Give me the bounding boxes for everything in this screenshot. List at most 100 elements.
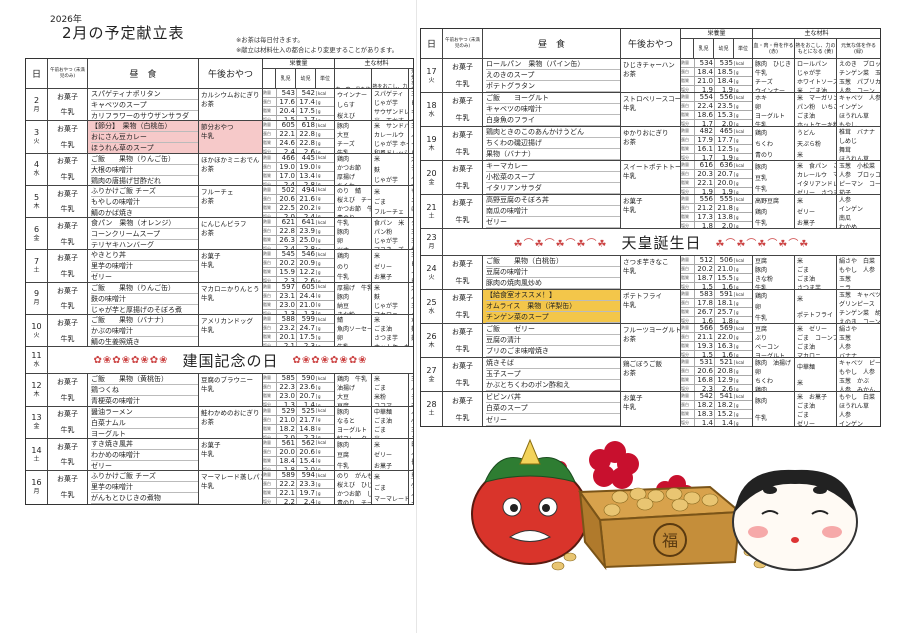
afternoon-snack-item: スイートポテトトースト — [623, 163, 681, 171]
morning-snack-item: お菓子 — [452, 97, 473, 106]
ingredients-red-cell: のり がんも 牛乳桜えび ひじきかつお節 しらす青のり チーズ — [335, 471, 372, 504]
lunch-item: ご飯 果物（黄桃缶） — [91, 374, 198, 386]
lunch-cell: ご飯 果物（りんご缶）大根の味噌汁鶏肉の唐揚げ甘酢だれチンゲン菜のおかか和え — [88, 153, 199, 185]
nutrition-line: 塩分 1.8 2.0 g — [263, 465, 334, 471]
toddler-value: 1.6 — [714, 283, 734, 289]
ingredient-item: 桜えび チーズ — [337, 196, 371, 204]
nutrient-unit: g — [734, 402, 752, 408]
nutrition-line: 脂質 22.1 19.7 g — [263, 489, 334, 499]
ingredient-item: ごま油 — [797, 403, 816, 410]
ingredient-item: 玉葱 ほうれん草 — [411, 121, 413, 130]
nutrient-label: 熱量 — [681, 128, 689, 133]
nutrient-unit: kcal — [734, 94, 752, 100]
morning-snack-item: お菓子 — [452, 260, 473, 269]
ingredients-yellow-cell: 中華麺ごま油ごま米 — [372, 406, 409, 438]
nutrition-line: 熱量 588 599 kcal — [263, 315, 334, 325]
nutrient-label: 塩分 — [681, 189, 689, 194]
header-ingredients-sub: 血・肉・骨を作る (赤)熱をおこし、力のもとになる (黄)元気な体を作る (緑) — [335, 69, 413, 88]
nutrition-cell: 熱量 512 506 kcal 蛋白 20.2 21.0 g 脂質 18.7 15.5 g 塩分 1.5 1… — [681, 256, 753, 289]
ingredient-item: ツナ — [337, 245, 371, 249]
ingredient-item: 食パン 米 — [374, 220, 405, 228]
notes: ※お茶は毎日付きます。 ※献立は材料仕入の都合により変更することがあります。 — [236, 36, 398, 56]
morning-snack-item: 牛乳 — [455, 181, 470, 190]
ingredient-item: ごま油 — [797, 113, 816, 120]
nutrient-unit: g — [316, 237, 334, 243]
ingredient-item: 米 — [374, 474, 381, 482]
ingredient-item: イタリアンドレッシング — [797, 181, 836, 188]
toddler-value: 591 — [714, 290, 734, 298]
flower-decoration-icon: ✿❀✿❀✿❀✿❀ — [292, 354, 368, 366]
nutrient-label: 塩分 — [263, 213, 271, 218]
lunch-item: ゼリー — [486, 217, 620, 228]
morning-snack-cell: お菓子 牛乳 — [48, 438, 88, 471]
nutrient-label: 脂質 — [263, 204, 271, 210]
ingredients-green-cell: もやしニラほうれん草人参 — [409, 186, 413, 217]
ingredient-item: ベーコン — [755, 344, 780, 351]
infant-value: 589 — [276, 471, 296, 480]
ingredient-item: 刻み昆布 — [411, 333, 413, 342]
morning-snack-item: お菓子 — [452, 63, 473, 72]
nutrition-line: 脂質 18.7 15.5 g — [681, 274, 752, 283]
lunch-item: ご飯 ゼリー — [486, 324, 620, 335]
lunch-cell: ご飯 果物（バナナ）かぶの味噌汁鯖の生姜照焼きさつま芋と切昆布の煮物 — [88, 315, 199, 347]
nutrient-unit: g — [734, 386, 752, 391]
ingredient-item: 人参 白菜 — [411, 407, 413, 416]
ingredient-item: うどん — [797, 130, 816, 137]
afternoon-snack-item: にんじんピラフ — [201, 220, 247, 229]
infant-value: 22.3 — [276, 383, 296, 392]
day-cell: 21 土 — [421, 195, 443, 228]
nutrition-cell: 熱量 585 590 kcal 蛋白 22.3 23.6 g 脂質 23.0 20.7 g 塩分 1.3 1… — [263, 374, 335, 406]
ingredient-item: かつお節 牛乳 — [337, 205, 371, 213]
header-morning-snack: 午前おやつ (未満児のみ) — [443, 29, 483, 58]
infant-value: 23.1 — [276, 291, 296, 300]
nutrition-cell: 熱量 531 521 kcal 蛋白 20.6 20.8 g 脂質 16.8 12.9 g 塩分 2.3 2… — [681, 358, 753, 391]
nutrient-label: 熱量 — [681, 60, 689, 65]
ingredient-item: もやし — [839, 122, 858, 126]
nutrient-label: 脂質 — [681, 309, 689, 314]
nutrition-cell: 熱量 621 641 kcal 蛋白 22.8 23.9 g 脂質 26.3 25.0 g 塩分 2.4 2… — [263, 218, 335, 250]
lunch-item: スパゲティナポリタン — [91, 89, 198, 100]
infant-value: 23.2 — [276, 324, 296, 333]
toddler-value: 19.7 — [296, 489, 316, 498]
nutrition-line: 熱量 597 605 kcal — [263, 282, 334, 292]
infant-value: 1.5 — [694, 283, 714, 289]
ingredients-yellow-cell: 食パン 米パン粉じゃが芋マヨネーズ — [372, 218, 409, 250]
infant-value: 20.2 — [694, 265, 714, 273]
header-nutrition-title: 栄養量 — [681, 29, 752, 39]
afternoon-snack-cell: ポテトフライ 牛乳 — [621, 290, 681, 323]
holiday-name: 天皇誕生日 — [621, 233, 702, 252]
ingredient-item: 卵 — [337, 238, 344, 246]
ingredient-item: ウインナー — [755, 88, 786, 92]
nutrition-line: 塩分 2.3 2.6 g — [263, 277, 334, 282]
infant-value: 1.7 — [694, 154, 714, 160]
ingredient-item: お菓子 — [374, 274, 393, 282]
lunch-item: 里芋の味噌汁 — [91, 482, 198, 494]
morning-snack-item: 牛乳 — [60, 108, 75, 117]
afternoon-snack-cell: ほかほかミニおでん お茶 — [199, 153, 263, 185]
nutrition-line: 塩分 1.9 1.9 g — [681, 188, 752, 194]
afternoon-snack-item: お菓子 — [623, 394, 643, 402]
morning-snack-item: お菓子 — [452, 131, 473, 140]
ingredients-yellow-cell: 米麩じゃが芋 — [372, 153, 409, 185]
nutrient-unit: kcal — [734, 291, 752, 297]
nutrition-line: 塩分 1.4 1.4 g — [681, 419, 752, 426]
nutrient-label: 塩分 — [263, 499, 271, 504]
ingredient-item: かつお節 しらす — [337, 491, 371, 499]
afternoon-snack-item: 鶏ごぼうご飯 — [623, 360, 662, 368]
afternoon-snack-cell: さつま芋きなこ 牛乳 — [621, 256, 681, 289]
ingredient-item: ごま油 — [797, 276, 816, 283]
morning-snack-item: お菓子 — [452, 294, 473, 303]
day-number: 3 — [33, 127, 40, 137]
ingredient-item: 牛乳 — [337, 220, 350, 228]
morning-snack-item: お菓子 — [57, 222, 78, 230]
ingredients-yellow-cell: 米ごま ごま油 さつま芋 — [795, 256, 837, 289]
nutrition-line: 蛋白 22.2 23.3 g — [263, 480, 334, 490]
header-toddler: 幼児 — [296, 69, 316, 88]
ingredient-item: グリンピース — [839, 301, 875, 308]
